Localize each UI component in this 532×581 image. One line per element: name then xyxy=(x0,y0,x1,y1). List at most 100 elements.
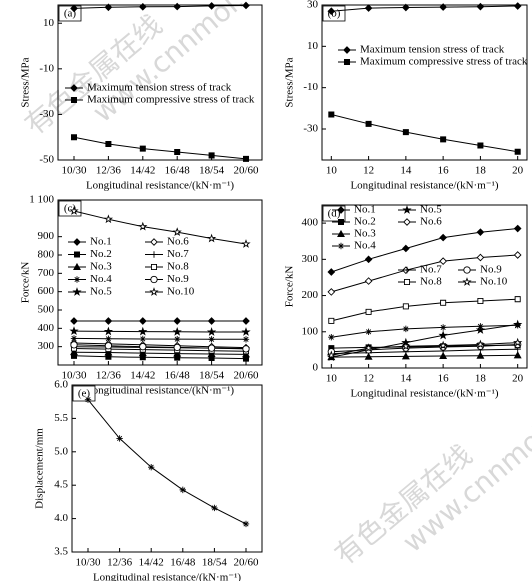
x-tick-label: 20 xyxy=(512,165,524,177)
marker xyxy=(105,335,112,342)
marker xyxy=(337,242,345,250)
y-tick-label: 700 xyxy=(38,267,55,279)
marker xyxy=(84,396,92,403)
marker xyxy=(174,335,181,343)
x-tick-label: 18 xyxy=(475,373,487,385)
legend-label: No.10 xyxy=(167,286,195,298)
plot-frame xyxy=(321,4,528,161)
y-tick-label: 100 xyxy=(302,325,319,337)
marker xyxy=(476,2,485,11)
y-tick-label: 200 xyxy=(302,289,319,301)
x-tick-label: 18/54 xyxy=(199,165,225,177)
x-tick-label: 20/60 xyxy=(233,370,259,382)
series-line xyxy=(331,228,518,273)
marker xyxy=(440,299,447,306)
marker xyxy=(514,296,521,303)
x-tick-label: 18 xyxy=(475,165,487,177)
series-line xyxy=(73,348,247,352)
marker xyxy=(179,486,186,494)
marker xyxy=(70,341,78,349)
legend-label: No.8 xyxy=(167,261,189,273)
series-line xyxy=(331,5,518,12)
marker xyxy=(116,435,123,442)
marker xyxy=(403,266,411,274)
marker xyxy=(242,345,250,353)
y-tick-label: 6.0 xyxy=(54,379,68,391)
legend-label: No.5 xyxy=(90,286,112,298)
marker xyxy=(403,218,411,226)
x-tick-label: 12/36 xyxy=(96,165,122,177)
marker xyxy=(476,351,485,359)
x-tick-label: 12 xyxy=(363,373,374,385)
legend-label: No.5 xyxy=(420,204,442,216)
y-tick-label: -30 xyxy=(39,108,54,120)
marker xyxy=(70,317,78,325)
marker xyxy=(365,120,372,127)
marker xyxy=(150,251,158,258)
marker xyxy=(439,351,448,360)
x-tick-label: 10/30 xyxy=(61,165,87,177)
legend-label: No.3 xyxy=(354,228,376,240)
y-tick-label: 10 xyxy=(43,17,55,29)
marker xyxy=(337,229,345,238)
panel-label-box xyxy=(322,5,346,22)
marker xyxy=(211,504,218,512)
legend-label: Maximum compressive stress of track xyxy=(87,94,255,106)
y-tick-label: 4.5 xyxy=(54,479,68,491)
y-tick-label: 400 xyxy=(38,322,55,334)
plot-frame xyxy=(71,384,263,553)
series-line xyxy=(331,342,518,356)
marker xyxy=(73,238,81,246)
marker xyxy=(150,263,158,271)
marker xyxy=(401,352,410,360)
series-line xyxy=(73,342,247,349)
x-tick-label: 16/48 xyxy=(165,165,191,177)
marker xyxy=(150,238,158,246)
marker xyxy=(438,340,448,350)
legend-label: No.1 xyxy=(90,236,112,248)
marker xyxy=(364,277,373,285)
marker xyxy=(439,233,447,242)
x-axis-label: Longitudinal resistance/(kN·m⁻¹) xyxy=(350,180,498,192)
series-line xyxy=(73,5,247,9)
marker xyxy=(363,343,374,353)
marker xyxy=(513,2,522,10)
series-line xyxy=(73,355,247,360)
marker xyxy=(73,251,81,258)
marker xyxy=(438,330,448,340)
marker xyxy=(105,141,112,148)
marker xyxy=(476,228,485,237)
marker xyxy=(70,134,78,141)
marker xyxy=(207,2,216,10)
marker xyxy=(138,317,147,325)
x-tick-label: 12/36 xyxy=(107,557,133,569)
marker xyxy=(327,268,336,276)
x-tick-label: 12/36 xyxy=(96,370,122,382)
marker xyxy=(242,336,250,343)
y-tick-label: 10 xyxy=(307,40,319,52)
y-tick-label: 800 xyxy=(38,249,55,261)
y-tick-label: -30 xyxy=(303,123,318,135)
plot-frame xyxy=(57,199,263,366)
x-tick-label: 10 xyxy=(326,373,338,385)
x-axis-label: Longitudinal resistance/(kN·m⁻¹) xyxy=(350,388,498,400)
legend-label: No.2 xyxy=(354,216,376,228)
marker xyxy=(206,233,217,243)
y-axis-label: Stress/MPa xyxy=(20,57,32,107)
marker xyxy=(513,224,522,233)
plot-frame xyxy=(321,204,528,369)
marker xyxy=(513,337,523,347)
x-tick-label: 14/42 xyxy=(139,557,164,569)
marker xyxy=(328,334,335,341)
x-tick-label: 16 xyxy=(438,165,450,177)
marker xyxy=(139,343,147,351)
x-tick-label: 12 xyxy=(363,165,374,177)
marker xyxy=(138,2,147,11)
marker xyxy=(139,335,146,343)
x-axis-label: Longitudinal resistance/(kN·m⁻¹) xyxy=(86,385,234,397)
y-axis-label: Force/kN xyxy=(284,266,296,308)
marker xyxy=(172,326,182,336)
marker xyxy=(241,239,251,248)
marker xyxy=(364,4,373,12)
marker xyxy=(439,324,447,331)
